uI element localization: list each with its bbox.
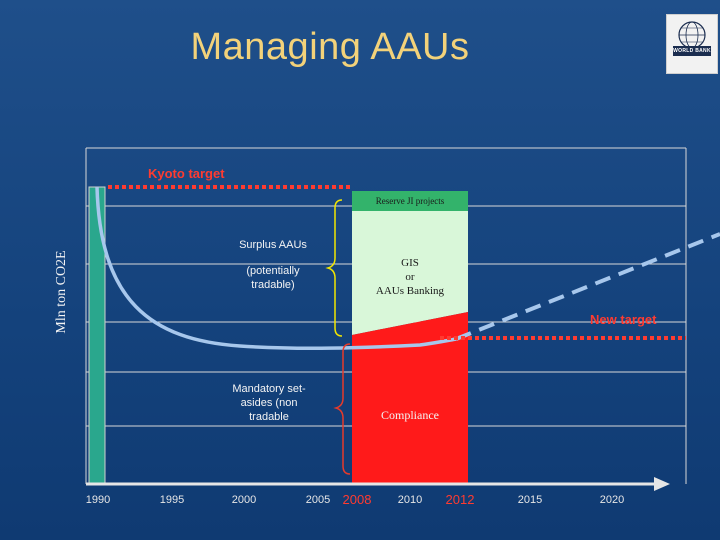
- compliance-label: Compliance: [381, 408, 439, 422]
- surplus-label-line2: (potentially: [246, 265, 300, 277]
- mandatory-label-line2: asides (non: [240, 397, 298, 409]
- mandatory-setasides-label: Mandatory set- asides (non tradable: [206, 382, 332, 424]
- x-tick-label: 2020: [599, 494, 625, 506]
- x-tick-label: 1990: [85, 494, 111, 506]
- projection-dashed: [455, 232, 720, 341]
- compliance-area: [352, 312, 468, 484]
- surplus-brace: [325, 199, 343, 337]
- emissions-curve: [95, 186, 457, 350]
- mandatory-label-line3: tradable: [249, 411, 289, 423]
- reserve-ji-band: [352, 191, 468, 211]
- x-tick-label: 2010: [397, 494, 423, 506]
- slide-title: Managing AAUs: [190, 26, 470, 68]
- gis-label: GIS or AAUs Banking: [352, 256, 468, 298]
- x-tick-label-highlight: 2008: [342, 492, 372, 507]
- gis-label-line1: GIS: [401, 257, 419, 269]
- surplus-label-line1: Surplus AAUs: [239, 239, 307, 251]
- x-tick-label-highlight: 2012: [445, 492, 475, 507]
- x-axis-arrowhead-icon: [654, 477, 670, 491]
- kyoto-target-label: Kyoto target: [148, 166, 225, 181]
- x-tick-label: 2005: [305, 494, 331, 506]
- globe-icon: [673, 21, 711, 56]
- logo-text: WORLD BANK: [673, 48, 711, 54]
- surplus-label-line3: tradable): [251, 279, 295, 291]
- reserve-ji-label: Reserve JI projects: [375, 196, 445, 206]
- x-tick-label: 2000: [231, 494, 257, 506]
- gis-label-line3: AAUs Banking: [375, 285, 445, 297]
- mandatory-label-line1: Mandatory set-: [232, 383, 306, 395]
- x-tick-label: 2015: [517, 494, 543, 506]
- gis-area: [352, 210, 468, 335]
- surplus-aaus-label: Surplus AAUs (potentially tradable): [206, 238, 340, 292]
- mandatory-brace: [333, 343, 351, 475]
- new-target-label: New target: [590, 312, 657, 327]
- x-tick-label: 1995: [159, 494, 185, 506]
- gis-label-line2: or: [405, 271, 415, 283]
- world-bank-logo: WORLD BANK: [666, 14, 718, 74]
